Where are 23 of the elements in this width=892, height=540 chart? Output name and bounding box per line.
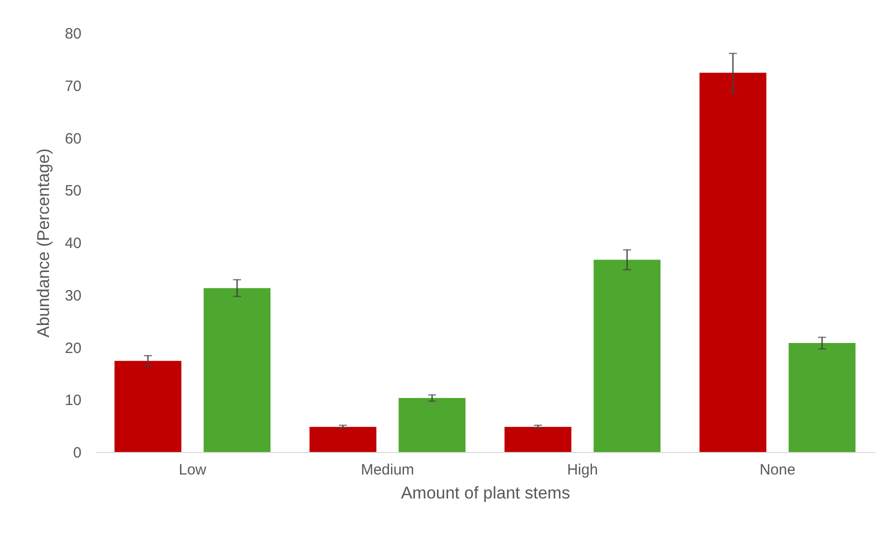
- bar: [114, 360, 182, 452]
- x-axis-title: Amount of plant stems: [400, 484, 570, 502]
- bar: [504, 426, 572, 452]
- y-tick-label: 0: [73, 444, 82, 462]
- bar: [204, 288, 270, 452]
- bar: [398, 398, 466, 452]
- y-tick-label: 20: [64, 340, 82, 357]
- y-tick-label: 80: [64, 26, 82, 42]
- x-tick-label: High: [567, 462, 598, 478]
- bar: [700, 72, 766, 452]
- y-tick-label: 70: [64, 78, 82, 95]
- y-tick-label: 30: [64, 287, 82, 304]
- y-axis-title: Abundance (Percentage): [34, 148, 53, 338]
- x-tick-label: None: [760, 462, 796, 478]
- y-tick-label: 50: [64, 182, 82, 200]
- y-tick-label: 60: [64, 130, 82, 148]
- bar: [788, 343, 856, 452]
- bar: [310, 426, 376, 452]
- x-tick-label: Medium: [360, 462, 414, 478]
- y-tick-label: 40: [64, 235, 82, 252]
- x-tick-label: Low: [178, 462, 206, 478]
- bar: [594, 260, 660, 452]
- y-tick-label: 10: [64, 392, 82, 410]
